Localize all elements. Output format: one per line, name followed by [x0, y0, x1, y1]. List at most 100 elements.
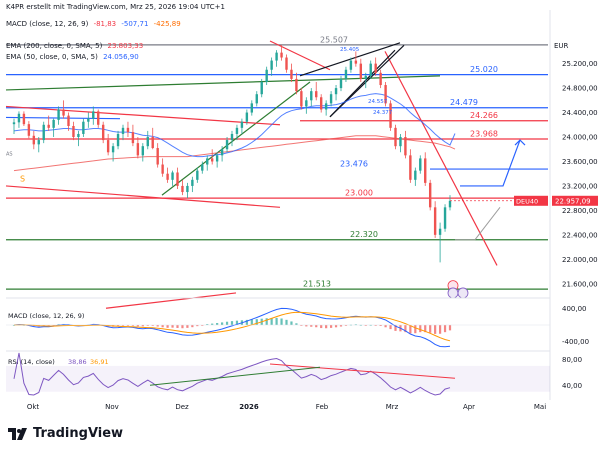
candle-body[interactable] [364, 75, 367, 79]
candle-body[interactable] [300, 91, 303, 107]
candle-body[interactable] [206, 158, 209, 165]
candle-body[interactable] [305, 100, 308, 107]
candle-body[interactable] [22, 113, 26, 125]
candle-body[interactable] [389, 103, 392, 128]
candle-body[interactable] [399, 137, 402, 147]
candle-body[interactable] [419, 158, 422, 171]
candle-body[interactable] [349, 60, 353, 70]
candle-body[interactable] [220, 149, 224, 156]
candle-body[interactable] [260, 81, 263, 95]
candle-body[interactable] [384, 85, 387, 104]
candlestick-series[interactable] [12, 44, 452, 263]
ema200-legend-value: 23.803,33 [107, 42, 144, 50]
candle-body[interactable] [265, 69, 268, 82]
candle-body[interactable] [374, 63, 377, 73]
candle-body[interactable] [280, 52, 283, 58]
candle-body[interactable] [156, 148, 159, 165]
candle-body[interactable] [126, 127, 130, 133]
time-axis[interactable]: Okt Nov Dez 2026 Feb Mrz Apr Mai [27, 403, 546, 411]
candle-body[interactable] [72, 126, 75, 138]
candle-body[interactable] [121, 127, 125, 134]
candle-body[interactable] [329, 94, 333, 104]
candle-body[interactable] [191, 179, 194, 186]
event-icon[interactable] [457, 287, 469, 299]
candle-body[interactable] [275, 52, 278, 61]
candle-body[interactable] [92, 111, 95, 119]
candle-body[interactable] [359, 63, 363, 79]
candle-body[interactable] [32, 135, 36, 145]
candle-body[interactable] [438, 228, 442, 235]
candle-body[interactable] [245, 112, 249, 122]
candle-body[interactable] [37, 140, 40, 145]
candle-body[interactable] [181, 185, 184, 193]
candle-body[interactable] [295, 78, 298, 92]
candle-body[interactable] [250, 103, 254, 113]
candle-body[interactable] [101, 124, 105, 141]
candle-body[interactable] [47, 124, 50, 128]
candle-body[interactable] [394, 127, 397, 147]
candle-body[interactable] [106, 140, 110, 153]
candle-body[interactable] [186, 185, 189, 193]
candle-body[interactable] [433, 207, 437, 235]
candle-body[interactable] [290, 69, 293, 79]
candle-body[interactable] [97, 111, 100, 125]
candle-body[interactable] [146, 137, 149, 147]
candle-body[interactable] [270, 60, 273, 70]
candle-body[interactable] [230, 133, 234, 141]
candle-body[interactable] [404, 137, 407, 156]
candle-body[interactable] [240, 121, 244, 128]
candle-body[interactable] [62, 109, 65, 116]
candle-body[interactable] [67, 115, 70, 127]
candle-body[interactable] [131, 132, 135, 144]
candle-body[interactable] [87, 118, 90, 122]
price-axis[interactable]: EUR 25.200,00 24.800,00 24.400,00 24.000,00 2… [552, 42, 598, 288]
candle-body[interactable] [428, 182, 432, 208]
candle-body[interactable] [136, 143, 140, 156]
candle-body[interactable] [369, 63, 372, 76]
candle-body[interactable] [235, 127, 239, 134]
candle-body[interactable] [116, 133, 120, 147]
candle-body[interactable] [285, 57, 288, 70]
candle-body[interactable] [77, 133, 80, 138]
candle-body[interactable] [151, 137, 154, 149]
macd-pane[interactable]: 400,00 -400,00 MACD (close, 12, 26, 9) [6, 297, 589, 348]
event-icon[interactable] [447, 287, 459, 299]
macd-histogram-bar [176, 325, 179, 328]
candle-body[interactable] [201, 164, 204, 171]
candle-body[interactable] [344, 69, 348, 79]
candle-body[interactable] [215, 155, 219, 162]
candle-body[interactable] [52, 119, 55, 128]
rsi-pane[interactable]: 80,00 40,00 RSI (14, close) 38,86 36,91 [6, 350, 582, 396]
candle-body[interactable] [409, 155, 412, 180]
candle-body[interactable] [82, 121, 85, 134]
candle-body[interactable] [379, 72, 382, 86]
candle-body[interactable] [210, 158, 214, 162]
candle-body[interactable] [166, 173, 169, 180]
candle-body[interactable] [176, 172, 179, 186]
candle-body[interactable] [161, 164, 164, 174]
candle-body[interactable] [171, 172, 174, 180]
candle-body[interactable] [12, 122, 16, 125]
macd-histogram-bar [305, 325, 308, 327]
candle-body[interactable] [424, 158, 427, 183]
candle-body[interactable] [443, 207, 447, 229]
candle-body[interactable] [315, 91, 318, 98]
candle-body[interactable] [255, 94, 258, 104]
candle-body[interactable] [57, 109, 60, 120]
candle-body[interactable] [448, 200, 452, 208]
candle-body[interactable] [17, 113, 21, 123]
candle-body[interactable] [225, 140, 229, 150]
candle-body[interactable] [196, 170, 199, 180]
candle-body[interactable] [324, 103, 328, 110]
candle-body[interactable] [111, 146, 115, 153]
candle-body[interactable] [319, 97, 323, 110]
candle-body[interactable] [42, 124, 45, 141]
candle-body[interactable] [310, 91, 313, 101]
candle-body[interactable] [334, 88, 338, 95]
candle-body[interactable] [354, 60, 358, 64]
candle-body[interactable] [339, 78, 343, 89]
candle-body[interactable] [141, 146, 145, 156]
candle-body[interactable] [414, 170, 417, 180]
candle-body[interactable] [27, 124, 31, 136]
